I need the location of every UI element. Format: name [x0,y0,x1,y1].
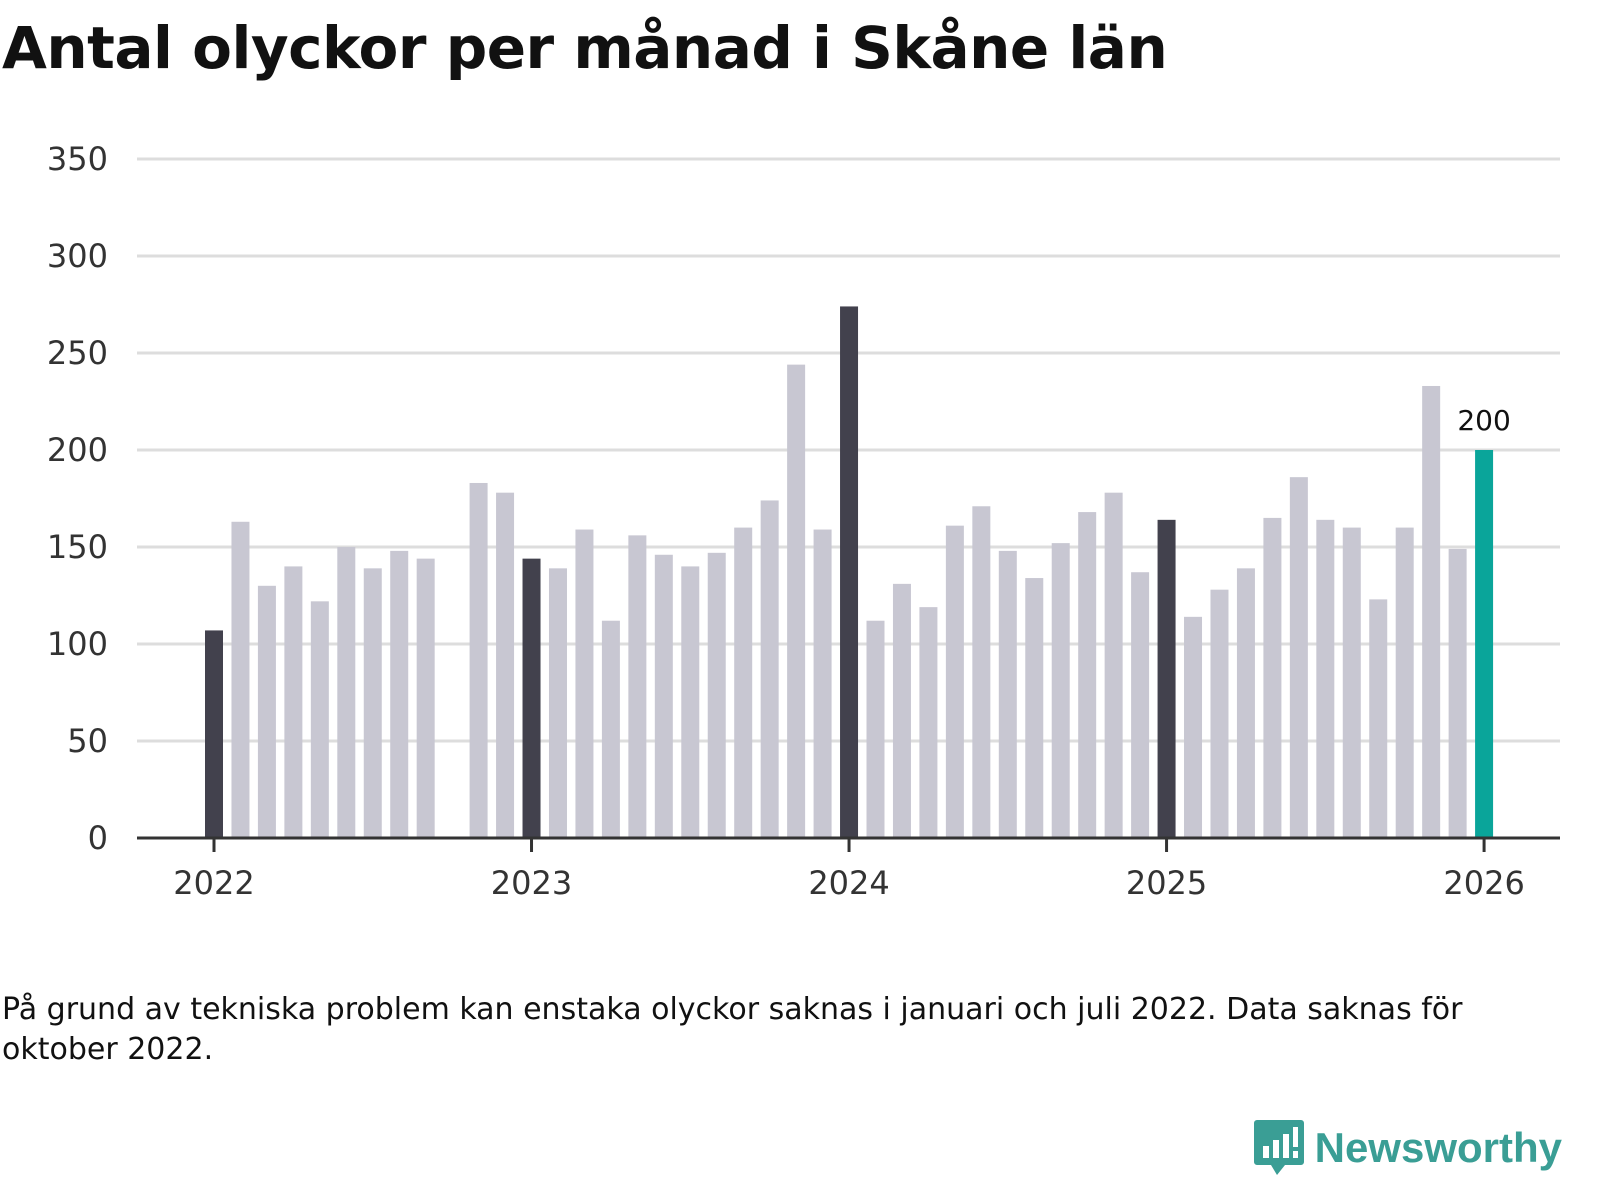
bar [1025,578,1044,838]
bar [1422,385,1441,838]
bar [972,506,991,838]
x-tick-label: 2022 [173,864,254,902]
bars [205,306,1494,838]
y-tick-label: 300 [47,237,108,275]
bar [892,583,911,838]
x-tick-label: 2026 [1443,864,1524,902]
bar [469,482,488,838]
bar-chart: 2022 2023 2024 2025 2026 0 50 100 150 200 250 300 3… [47,140,1560,902]
bar [496,492,515,838]
bar [1475,450,1494,838]
bar [1342,527,1361,838]
bar [1448,548,1467,838]
bar [284,566,303,838]
y-tick-label: 100 [47,625,108,663]
bar [760,500,779,838]
bar [734,527,753,838]
bar [1236,568,1255,838]
bar [1131,572,1150,838]
bar [390,550,409,838]
bar [919,607,938,838]
bar [575,529,594,838]
bar [945,525,964,838]
y-tick-label: 50 [67,722,108,760]
bar [548,568,567,838]
bar [1157,519,1176,838]
y-tick-label: 0 [88,819,108,857]
bar [1395,527,1414,838]
bar [654,554,673,838]
brand-name: Newsworthy [1314,1124,1562,1171]
bar [1316,519,1335,838]
bar [813,529,832,838]
bar [1289,477,1308,838]
bar [1263,517,1282,838]
bar [416,558,435,838]
brand-logo: Newsworthy [1253,1118,1562,1178]
bar [1210,589,1229,838]
data-label: 200 [1457,404,1510,437]
y-tick-label: 350 [47,140,108,178]
bar [310,601,329,838]
bar [363,568,382,838]
bar [1184,616,1203,838]
bar [840,306,859,838]
footnote: På grund av tekniska problem kan enstaka… [2,992,1463,1067]
y-tick-label: 200 [47,431,108,469]
x-tick-label: 2025 [1126,864,1207,902]
bar [681,566,700,838]
newsworthy-logo-icon [1253,1120,1304,1175]
bar [707,552,726,838]
bar [787,364,806,838]
x-axis: 2022 2023 2024 2025 2026 [137,836,1560,902]
x-tick-label: 2023 [491,864,572,902]
bar [205,630,223,838]
chart-title: Antal olyckor per månad i Skåne län [2,14,1168,82]
bar [866,620,885,838]
bar [628,535,647,838]
x-tick-label: 2024 [808,864,889,902]
bar [337,547,356,838]
bar [601,620,620,838]
bar [1104,492,1123,838]
bar [1078,512,1097,838]
bar [1051,543,1070,838]
bar [1369,599,1388,838]
bar [231,521,250,838]
bar [522,558,541,838]
bar [998,550,1017,838]
annotations: 200 [1457,404,1510,437]
y-tick-label: 250 [47,334,108,372]
bar [257,585,276,838]
y-axis-labels: 0 50 100 150 200 250 300 350 [47,140,108,857]
y-tick-label: 150 [47,528,108,566]
